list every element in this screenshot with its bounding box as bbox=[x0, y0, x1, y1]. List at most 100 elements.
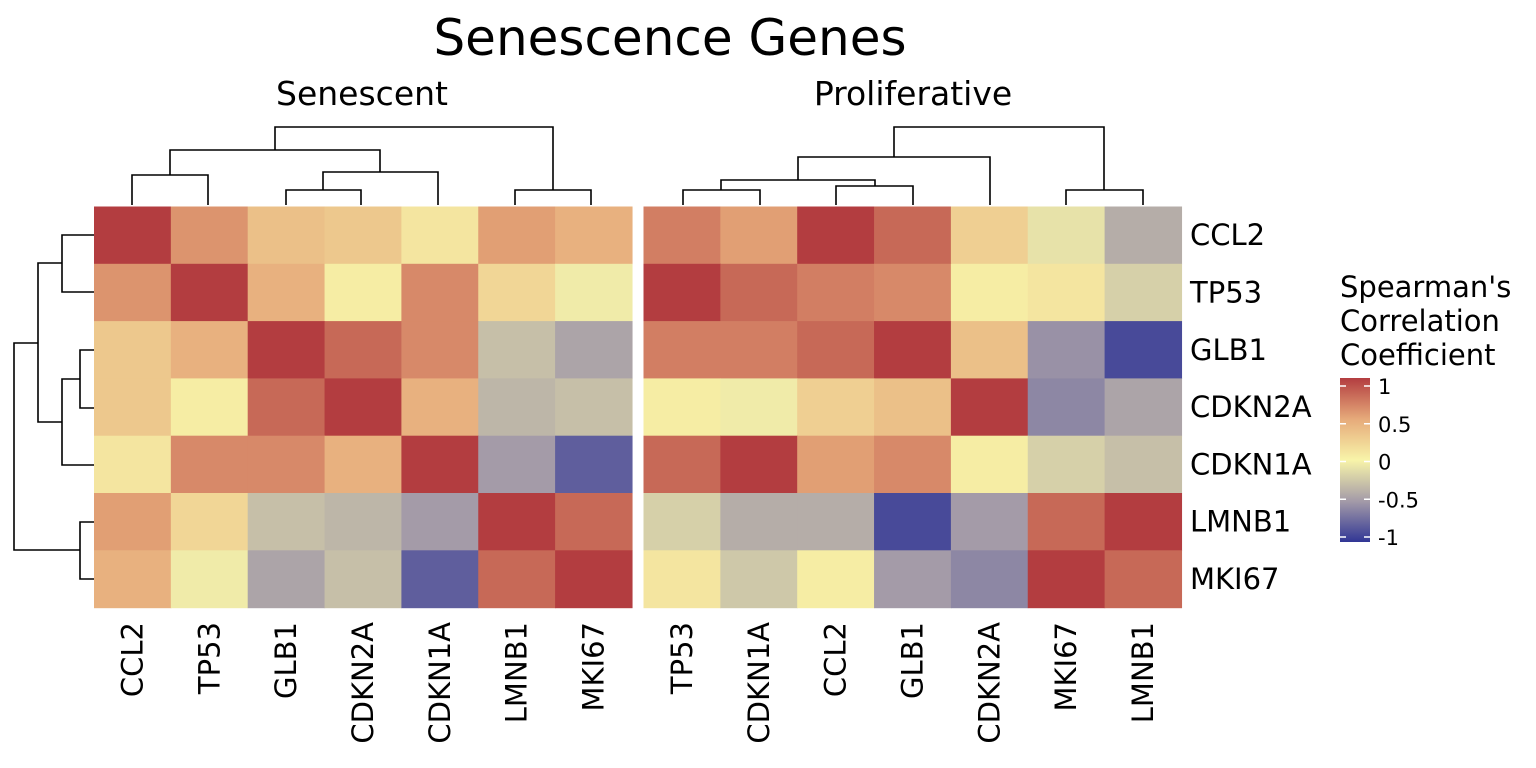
heatmap-cell bbox=[720, 206, 798, 265]
column-label: LMNB1 bbox=[1126, 622, 1160, 723]
column-label: MKI67 bbox=[1049, 622, 1083, 712]
heatmap-cell bbox=[950, 206, 1029, 265]
legend-tick-label: 0 bbox=[1378, 451, 1391, 475]
heatmap-cell bbox=[950, 378, 1029, 437]
heatmap-cell bbox=[1104, 435, 1183, 494]
heatmap-cell bbox=[170, 550, 249, 609]
heatmap-cell bbox=[401, 493, 479, 551]
heatmap-cell bbox=[247, 206, 326, 265]
row-label: CDKN1A bbox=[1190, 447, 1312, 481]
heatmap-cell bbox=[170, 493, 249, 551]
panel-title-proliferative: Proliferative bbox=[814, 74, 1012, 113]
row-label: MKI67 bbox=[1190, 562, 1280, 596]
row-labels: CCL2 TP53 GLB1 CDKN2A CDKN1A LMNB1 MKI67 bbox=[1189, 218, 1312, 596]
heatmap-cell bbox=[170, 321, 249, 379]
heatmap-cell bbox=[478, 493, 556, 551]
panel-title-senescent: Senescent bbox=[276, 74, 448, 113]
heatmap-cell bbox=[478, 321, 556, 379]
heatmap-cell bbox=[950, 493, 1029, 551]
heatmap-cell bbox=[94, 206, 172, 265]
heatmap-cell bbox=[1027, 550, 1106, 609]
heatmap-cell bbox=[478, 263, 556, 322]
heatmap-cell bbox=[1104, 263, 1183, 322]
heatmap-cell bbox=[874, 550, 952, 609]
row-label: CDKN2A bbox=[1190, 390, 1312, 424]
column-label: LMNB1 bbox=[500, 622, 534, 723]
heatmap-cell bbox=[1104, 550, 1183, 609]
heatmap-cell bbox=[1027, 206, 1106, 265]
heatmap-cell bbox=[720, 550, 798, 609]
heatmap-cell bbox=[94, 550, 172, 609]
heatmap-cell bbox=[478, 378, 556, 437]
column-label: CCL2 bbox=[115, 622, 149, 697]
legend-tick-label: 1 bbox=[1378, 375, 1391, 399]
heatmap-cell bbox=[1027, 378, 1106, 437]
heatmap-cell bbox=[797, 321, 875, 379]
heatmap-cell bbox=[797, 378, 875, 437]
heatmap-cell bbox=[720, 321, 798, 379]
heatmap-cell bbox=[170, 206, 249, 265]
column-label: GLB1 bbox=[895, 622, 929, 699]
heatmap-cell bbox=[1104, 378, 1183, 437]
heatmap-cell bbox=[1104, 493, 1183, 551]
heatmap-cell bbox=[1104, 321, 1183, 379]
heatmap-cell bbox=[324, 263, 402, 322]
heatmap-cell bbox=[643, 206, 721, 265]
legend-colorbar bbox=[1340, 378, 1370, 542]
heatmap-cell bbox=[797, 263, 875, 322]
heatmap-cell bbox=[797, 435, 875, 494]
heatmap-cell bbox=[324, 435, 402, 494]
heatmap-cell bbox=[874, 206, 952, 265]
legend-title-line-1: Spearman's bbox=[1340, 270, 1511, 304]
legend-tick-label: -1 bbox=[1378, 526, 1399, 550]
heatmap-cell bbox=[720, 493, 798, 551]
row-dendrogram bbox=[13, 234, 94, 580]
heatmap-cell bbox=[1027, 435, 1106, 494]
heatmap-cell bbox=[247, 550, 326, 609]
column-dendrogram-senescent bbox=[131, 126, 592, 205]
heatmap-cell bbox=[797, 206, 875, 265]
column-label: CDKN1A bbox=[742, 622, 776, 744]
heatmap-cell bbox=[950, 263, 1029, 322]
legend-tick-label: 0.5 bbox=[1378, 413, 1411, 437]
heatmap-cell bbox=[324, 493, 402, 551]
column-label: GLB1 bbox=[269, 622, 303, 699]
heatmap-cell bbox=[950, 550, 1029, 609]
heatmap-cell bbox=[950, 321, 1029, 379]
legend-title-line-2: Correlation bbox=[1340, 304, 1500, 338]
heatmap-cell bbox=[643, 550, 721, 609]
heatmap-cell bbox=[247, 493, 326, 551]
heatmap-cell bbox=[874, 493, 952, 551]
heatmap-cell bbox=[643, 378, 721, 437]
heatmap-cell bbox=[555, 435, 633, 494]
legend: Spearman's Correlation Coefficient 1 0.5 0… bbox=[1340, 270, 1511, 550]
heatmap-cell bbox=[555, 321, 633, 379]
heatmap-cell bbox=[94, 378, 172, 437]
heatmap-cell bbox=[401, 378, 479, 437]
heatmap-cell bbox=[950, 435, 1029, 494]
row-label: TP53 bbox=[1189, 275, 1262, 309]
row-label: LMNB1 bbox=[1190, 505, 1291, 539]
column-label: TP53 bbox=[665, 622, 699, 695]
heatmap-cell bbox=[94, 321, 172, 379]
column-label: CCL2 bbox=[819, 622, 853, 697]
heatmap-cell bbox=[170, 435, 249, 494]
chart-title: Senescence Genes bbox=[433, 9, 906, 67]
legend-title-line-3: Coefficient bbox=[1340, 338, 1495, 372]
heatmap-cell bbox=[324, 378, 402, 437]
heatmap-cell bbox=[401, 435, 479, 494]
heatmap-cell bbox=[170, 263, 249, 322]
heatmap-cell bbox=[1027, 493, 1106, 551]
heatmap-cell bbox=[555, 263, 633, 322]
heatmap-cell bbox=[324, 321, 402, 379]
column-labels-senescent: CCL2 TP53 GLB1 CDKN2A CDKN1A LMNB1 MKI67 bbox=[115, 622, 610, 744]
heatmap-cell bbox=[401, 550, 479, 609]
heatmap-cell bbox=[247, 263, 326, 322]
heatmap-cell bbox=[94, 263, 172, 322]
heatmap-cell bbox=[324, 206, 402, 265]
column-label: MKI67 bbox=[577, 622, 611, 712]
row-label: GLB1 bbox=[1190, 333, 1267, 367]
column-label: CDKN2A bbox=[346, 622, 380, 744]
heatmap-cell bbox=[555, 378, 633, 437]
